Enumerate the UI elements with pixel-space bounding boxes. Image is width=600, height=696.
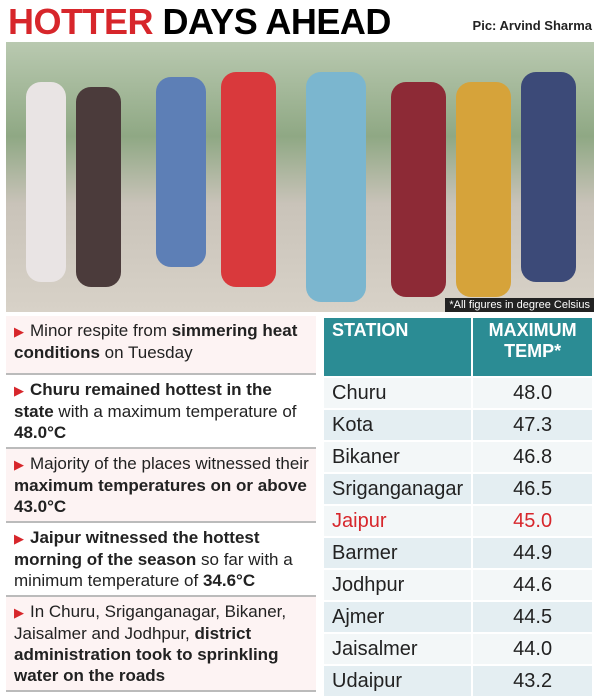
temp-cell: 44.5: [471, 600, 594, 634]
title-black: DAYS AHEAD: [162, 1, 392, 42]
table-row: Barmer 44.9: [321, 536, 594, 570]
bullet-text: Jaipur witnessed the hottest morning of …: [14, 528, 260, 569]
station-cell: Jaisalmer: [321, 632, 474, 666]
bullet-text: Minor respite from: [30, 321, 172, 340]
bullet: ▶ Jaipur witnessed the hottest morning of…: [6, 523, 316, 597]
photo: [6, 42, 594, 312]
table-row: Jaipur 45.0: [321, 504, 594, 538]
table-row: Bikaner 46.8: [321, 440, 594, 474]
temp-cell: 48.0: [471, 376, 594, 410]
temp-cell: 45.0: [471, 504, 594, 538]
temp-cell: 46.5: [471, 472, 594, 506]
bullet: ▶ Churu remained hottest in the state wit…: [6, 375, 316, 449]
temp-cell: 46.8: [471, 440, 594, 474]
bullet-marker: ▶: [14, 324, 24, 339]
table-row: Jodhpur 44.6: [321, 568, 594, 602]
bullet-text: 48.0°C: [14, 423, 67, 442]
table-row: Kota 47.3: [321, 408, 594, 442]
temp-cell: 43.2: [471, 664, 594, 696]
header-cell: STATION: [321, 316, 474, 378]
bullet-list: ▶ Minor respite from simmering heat condi…: [6, 316, 316, 692]
bullet-text: on Tuesday: [99, 343, 193, 362]
bullet-text: Majority of the places witnessed their: [30, 454, 309, 473]
temperature-table: STATION MAXIMUM TEMP* Churu 48.0 Kota 47.3 B…: [321, 316, 594, 696]
bullet-text: Churu remained hottest in the state: [14, 380, 272, 421]
bullet-text: with a maximum temperature of: [53, 402, 297, 421]
photo-note: *All figures in degree Celsius: [445, 298, 594, 312]
temp-cell: 44.0: [471, 632, 594, 666]
temp-cell: 47.3: [471, 408, 594, 442]
bullet-text: simmering heat conditions: [14, 321, 298, 362]
title: HOTTER DAYS AHEAD: [8, 2, 391, 42]
bullet-marker: ▶: [14, 457, 24, 472]
station-cell: Jaipur: [321, 504, 474, 538]
table-row: Churu 48.0: [321, 376, 594, 410]
bullet-text: In Churu, Sriganganagar, Bikaner, Jaisal…: [14, 602, 287, 643]
bullet-text: maximum temperatures on or above 43.0°C: [14, 476, 307, 516]
station-cell: Ajmer: [321, 600, 474, 634]
table-row: Udaipur 43.2: [321, 664, 594, 696]
station-cell: Kota: [321, 408, 474, 442]
station-cell: Barmer: [321, 536, 474, 570]
photo-credit: Pic: Arvind Sharma: [472, 18, 592, 33]
station-cell: Udaipur: [321, 664, 474, 696]
bullet-text: district administration took to sprinkli…: [14, 624, 279, 685]
bullet: ▶ Majority of the places witnessed their …: [6, 449, 316, 523]
table-row: Sriganganagar 46.5: [321, 472, 594, 506]
temp-cell: 44.9: [471, 536, 594, 570]
bullet: ▶ Minor respite from simmering heat condi…: [6, 316, 316, 375]
bullet: ▶ In Churu, Sriganganagar, Bikaner, Jaisa…: [6, 597, 316, 692]
temp-cell: 44.6: [471, 568, 594, 602]
station-cell: Churu: [321, 376, 474, 410]
table-row: Jaisalmer 44.0: [321, 632, 594, 666]
bullet-text: so far with a minimum temperature of: [14, 550, 293, 590]
people: [26, 72, 576, 302]
header-cell: MAXIMUM TEMP*: [471, 316, 594, 378]
bullet-marker: ▶: [14, 605, 24, 620]
station-cell: Sriganganagar: [321, 472, 474, 506]
table-header: STATION MAXIMUM TEMP*: [321, 316, 594, 378]
bullet-marker: ▶: [14, 383, 24, 398]
station-cell: Bikaner: [321, 440, 474, 474]
station-cell: Jodhpur: [321, 568, 474, 602]
bullet-marker: ▶: [14, 531, 24, 546]
table-row: Ajmer 44.5: [321, 600, 594, 634]
bullet-text: 34.6°C: [202, 571, 256, 590]
title-red: HOTTER: [8, 1, 154, 42]
